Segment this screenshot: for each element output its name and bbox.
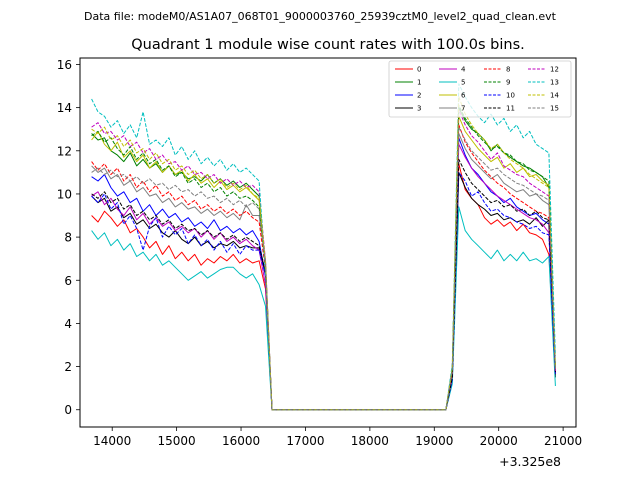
legend-label-11: 11 <box>506 105 515 113</box>
series-line-12 <box>91 109 556 411</box>
y-tick-label: 16 <box>57 58 72 72</box>
legend-label-9: 9 <box>506 79 510 87</box>
x-tick-label: 21000 <box>544 434 582 448</box>
x-tick-label: 19000 <box>415 434 453 448</box>
x-axis: 14000 15000 16000 17000 18000 19000 20000 21000 <box>93 427 582 448</box>
series-line-7 <box>91 133 556 411</box>
legend-label-3: 3 <box>417 105 421 113</box>
y-tick-label: 0 <box>64 403 72 417</box>
x-tick-label: 18000 <box>351 434 389 448</box>
legend-label-0: 0 <box>417 66 421 74</box>
legend-label-8: 8 <box>506 66 510 74</box>
series-line-3 <box>91 171 556 411</box>
series-line-15 <box>91 126 556 411</box>
y-tick-label: 10 <box>57 187 72 201</box>
legend-label-13: 13 <box>550 79 559 87</box>
legend-label-5: 5 <box>461 79 465 87</box>
plot-lines <box>91 83 556 411</box>
series-line-10 <box>91 171 556 411</box>
y-axis: 0 2 4 6 8 10 12 14 16 <box>57 58 80 417</box>
y-tick-label: 2 <box>64 360 72 374</box>
y-tick-label: 6 <box>64 274 72 288</box>
y-tick-label: 12 <box>57 144 72 158</box>
y-tick-label: 8 <box>64 231 72 245</box>
legend-label-7: 7 <box>461 105 465 113</box>
legend-label-12: 12 <box>550 66 559 74</box>
series-line-14 <box>91 96 556 411</box>
series-line-13 <box>91 83 556 411</box>
legend-label-2: 2 <box>417 92 421 100</box>
legend-label-6: 6 <box>461 92 466 100</box>
legend-label-4: 4 <box>461 66 466 74</box>
x-offset-label: +3.325e8 <box>499 454 561 469</box>
series-line-2 <box>91 137 556 411</box>
legend-label-15: 15 <box>550 105 559 113</box>
axes-frame <box>79 57 577 428</box>
series-line-11 <box>91 158 556 411</box>
x-tick-label: 17000 <box>286 434 324 448</box>
series-line-5 <box>91 206 556 411</box>
series-line-6 <box>91 115 556 411</box>
legend-box <box>388 60 572 118</box>
legend-label-10: 10 <box>506 92 515 100</box>
x-tick-label: 20000 <box>480 434 518 448</box>
chart-title: Quadrant 1 module wise count rates with … <box>131 37 525 53</box>
x-tick-label: 16000 <box>222 434 260 448</box>
y-tick-label: 4 <box>64 317 72 331</box>
series-line-0 <box>91 163 556 411</box>
legend-label-1: 1 <box>417 79 421 87</box>
legend-label-14: 14 <box>550 92 559 100</box>
series-line-4 <box>91 143 556 411</box>
y-tick-label: 14 <box>57 101 72 115</box>
series-line-9 <box>91 105 556 411</box>
x-tick-label: 15000 <box>158 434 196 448</box>
x-tick-label: 14000 <box>93 434 131 448</box>
data-file-label: Data file: modeM0/AS1A07_068T01_90000037… <box>84 10 557 23</box>
